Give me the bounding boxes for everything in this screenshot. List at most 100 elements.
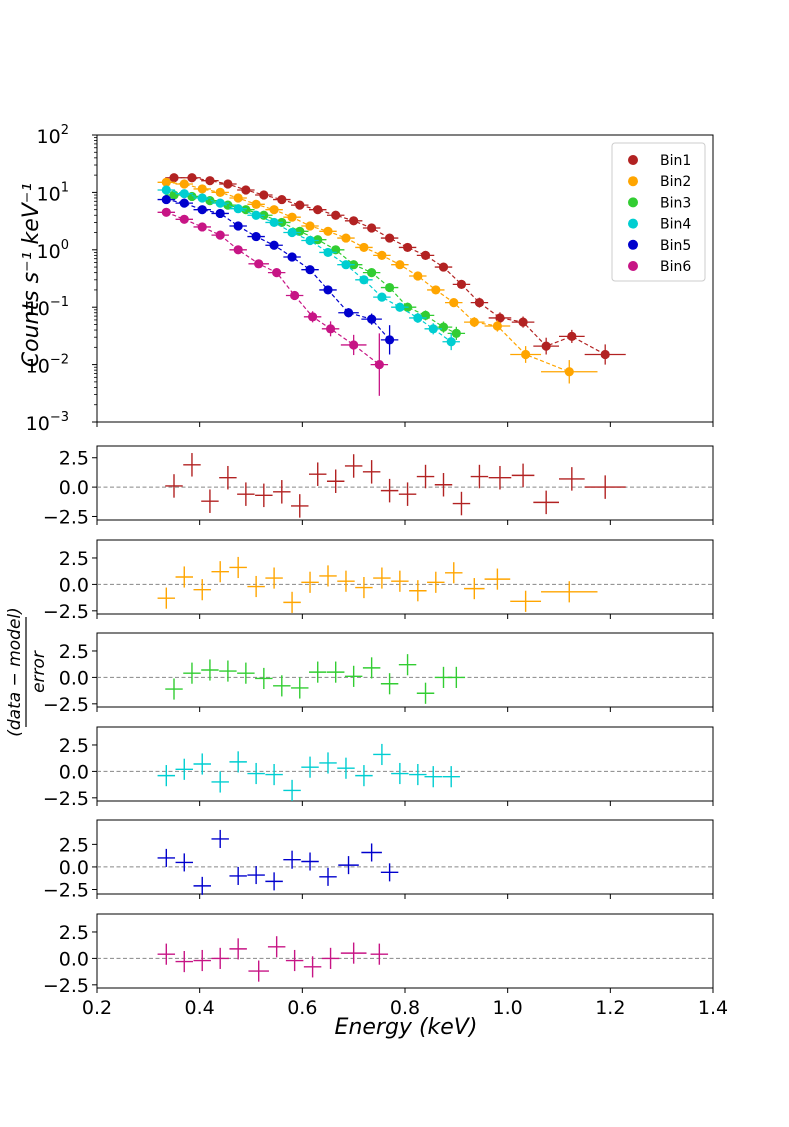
residual-panel-bin6: 2.5 0.0 −2.5 (43, 913, 714, 997)
legend-item-bin3: Bin3 (628, 195, 691, 211)
legend-label: Bin5 (660, 238, 691, 254)
y-tick-label: 0.0 (59, 574, 89, 596)
y-tick-label: 0.0 (59, 477, 89, 499)
x-tick-label: 1.2 (595, 997, 625, 1019)
legend-marker (628, 176, 638, 187)
data-point (521, 349, 531, 360)
residual-frame (96, 445, 714, 521)
data-point (431, 285, 441, 295)
data-point (367, 223, 377, 233)
data-point (331, 210, 341, 220)
legend-item-bin6: Bin6 (628, 259, 691, 275)
x-tick-label: 1.0 (493, 997, 523, 1019)
x-axis-label: Energy (keV) (335, 1015, 478, 1040)
data-point (233, 245, 243, 255)
data-point (438, 322, 449, 332)
y-tick-label: 0.0 (59, 857, 89, 879)
data-point (169, 190, 179, 200)
data-point (223, 179, 233, 189)
data-point (359, 275, 369, 285)
residual-panel-bin5: 2.50.0−2.5 (43, 819, 714, 901)
y-tick-label: 2.5 (59, 448, 89, 470)
data-point (272, 268, 282, 278)
spectrum-panel: 10−310−210−1100101102Bin1Bin2Bin3Bin4Bin… (26, 123, 714, 435)
residual-panel-bin2: 2.5 0.0 −2.5 (43, 539, 714, 623)
legend-item-bin1: Bin1 (628, 153, 691, 169)
data-point (187, 173, 197, 183)
data-point (251, 199, 261, 209)
data-point (254, 259, 264, 269)
data-point (269, 240, 279, 250)
residual-frame (96, 726, 714, 802)
data-point (161, 194, 171, 205)
data-point (341, 260, 351, 270)
data-point (287, 227, 297, 238)
series-bin6 (157, 207, 389, 396)
legend-marker (628, 155, 638, 165)
data-point (251, 210, 261, 220)
data-point (277, 194, 287, 205)
legend-label: Bin4 (660, 217, 691, 233)
series-bin1 (165, 173, 626, 365)
data-point (161, 207, 171, 217)
data-point (367, 268, 377, 278)
data-point (197, 222, 207, 232)
data-point (367, 314, 377, 324)
y-tick-label: 10−2 (26, 353, 69, 378)
data-point (308, 312, 318, 322)
data-point (197, 205, 207, 215)
legend: Bin1 Bin2 Bin3 Bin4 Bin5 Bin6 (611, 142, 706, 282)
y-tick-label: 0.0 (59, 761, 89, 783)
data-point (374, 360, 384, 370)
y-tick-label: −2.5 (43, 879, 89, 901)
data-point (295, 200, 305, 210)
data-point (179, 189, 189, 199)
data-point (269, 217, 279, 228)
data-point (233, 221, 243, 231)
data-point (287, 252, 297, 262)
data-point (413, 271, 423, 281)
data-point (290, 290, 300, 301)
residual-y-axis-label: (data − model) error (5, 607, 49, 737)
data-point (343, 308, 354, 318)
y-tick-label: 0.0 (59, 948, 89, 970)
y-tick-label: −2.5 (43, 506, 89, 528)
data-point (492, 321, 502, 331)
series-bin5 (157, 194, 399, 355)
data-point (313, 205, 323, 215)
y-tick-label: 100 (37, 238, 69, 263)
data-point (259, 190, 269, 200)
y-tick-label: 0.0 (59, 667, 89, 689)
data-point (377, 292, 387, 302)
residual-ylabel-numerator: (data − model) (5, 607, 25, 737)
y-tick-label: 101 (37, 180, 69, 205)
data-point (341, 233, 351, 243)
data-point (269, 205, 279, 215)
data-point (169, 173, 179, 183)
legend-item-bin5: Bin5 (628, 238, 691, 254)
legend-label: Bin3 (660, 195, 691, 211)
data-point (446, 337, 456, 347)
y-tick-label: 10−1 (26, 295, 69, 320)
x-tick-label: 0.6 (287, 997, 317, 1019)
data-point (438, 262, 449, 272)
data-point (179, 214, 189, 224)
data-point (385, 282, 395, 293)
data-point (349, 340, 359, 350)
data-point (305, 221, 315, 231)
data-point (205, 176, 215, 186)
y-tick-label: 2.5 (59, 922, 89, 944)
data-point (377, 250, 387, 260)
data-point (449, 298, 459, 308)
data-point (469, 317, 479, 327)
x-tick-label: 0.2 (82, 997, 112, 1019)
data-point (325, 324, 336, 334)
x-tick-label: 0.4 (185, 997, 215, 1019)
data-point (428, 324, 438, 334)
legend-marker (628, 239, 638, 250)
y-tick-label: 2.5 (59, 735, 89, 757)
data-point (420, 250, 431, 260)
legend-label: Bin1 (660, 153, 691, 169)
data-point (385, 335, 395, 345)
data-point (233, 204, 243, 214)
